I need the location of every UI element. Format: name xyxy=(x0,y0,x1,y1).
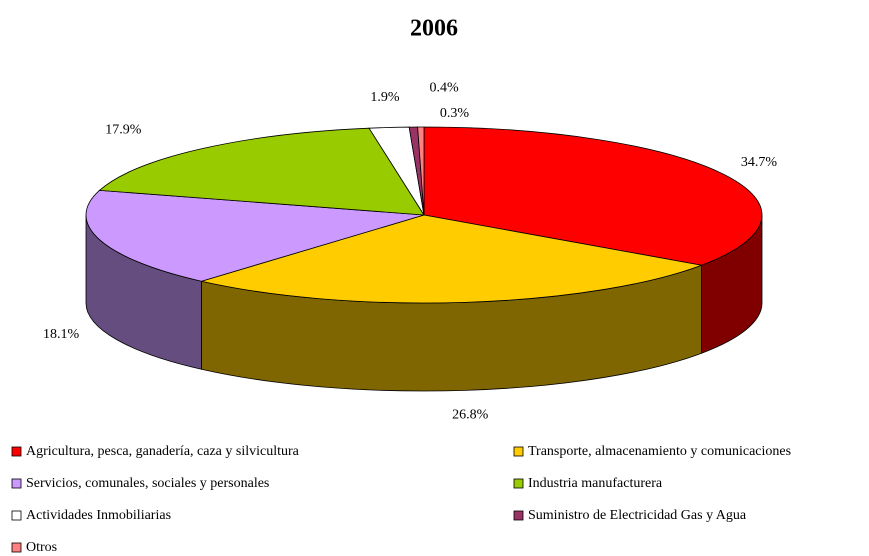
legend-label: Agricultura, pesca, ganadería, caza y si… xyxy=(26,444,300,459)
legend-swatch xyxy=(513,510,524,521)
legend-label: Otros xyxy=(26,540,57,555)
legend-swatch xyxy=(11,542,22,553)
legend-swatch xyxy=(11,478,22,489)
legend-label: Actividades Inmobiliarias xyxy=(26,508,171,523)
legend-label: Industria manufacturera xyxy=(528,476,663,491)
pie-slice xyxy=(417,126,425,216)
legend-label: Suministro de Electricidad Gas y Agua xyxy=(528,508,747,523)
data-label: 18.1% xyxy=(43,327,80,342)
data-label: 26.8% xyxy=(452,407,489,422)
legend-swatch xyxy=(513,478,524,489)
pie-slice xyxy=(85,189,425,282)
legend-label: Servicios, comunales, sociales y persona… xyxy=(26,476,269,491)
data-label: 34.7% xyxy=(741,155,778,170)
data-label: 17.9% xyxy=(105,123,142,138)
pie-slice xyxy=(199,214,704,304)
pie-slice xyxy=(98,127,425,216)
data-label: 1.9% xyxy=(370,90,400,105)
data-label: 0.4% xyxy=(430,80,460,95)
data-label: 0.3% xyxy=(440,106,470,121)
legend-label: Transporte, almacenamiento y comunicacio… xyxy=(528,444,791,459)
legend-swatch xyxy=(513,446,524,457)
pie-slice xyxy=(423,126,763,266)
legend-swatch xyxy=(11,510,22,521)
chart-title: 2006 xyxy=(410,16,458,42)
legend-swatch xyxy=(11,446,22,457)
